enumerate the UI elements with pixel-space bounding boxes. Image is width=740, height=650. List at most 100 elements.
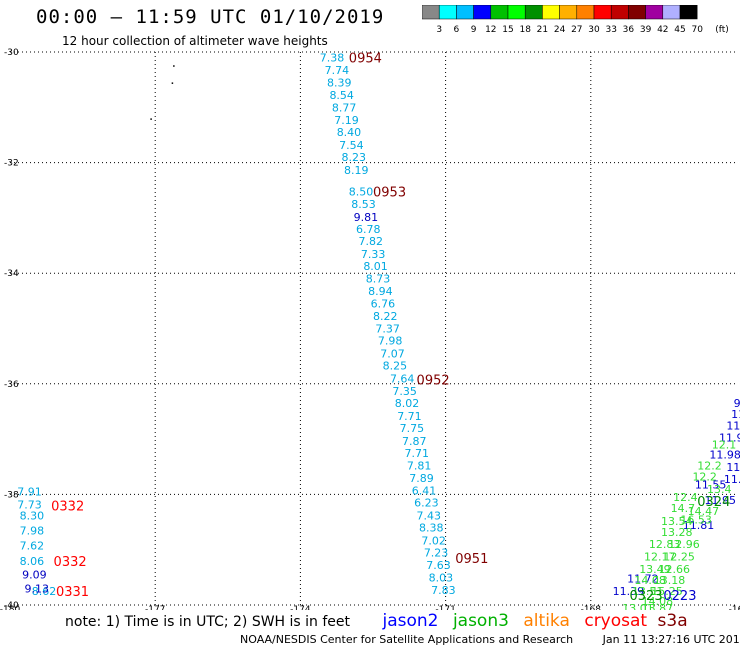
color-scale-label: 12 [485, 25, 496, 35]
wave-height-label: 9.09 [22, 569, 46, 582]
color-scale-label: 18 [519, 25, 531, 35]
wave-height-label: 6.41 [412, 485, 437, 498]
wave-height-label: 8.30 [20, 509, 45, 522]
legend-cryosat: cryosat [584, 611, 648, 631]
wave-height-label: 7.73 [17, 498, 42, 511]
time-label: 0323 [630, 589, 663, 604]
y-tick-label: -30 [4, 48, 19, 58]
wave-height-label: 7.43 [417, 509, 442, 522]
wave-height-label: 7.62 [20, 539, 45, 552]
wave-height-label: 7.37 [375, 323, 400, 336]
x-tick-label: -174 [290, 605, 311, 610]
legend-jason3: jason3 [452, 611, 509, 631]
time-label: 0223 [663, 589, 696, 604]
x-tick-label: -180 [0, 605, 20, 610]
footer-note: note: 1) Time is in UTC; 2) SWH is in fe… [65, 614, 351, 630]
wave-height-label: 12.66 [659, 563, 691, 576]
color-scale-label: 33 [605, 25, 616, 35]
wave-height-label: 9. [734, 397, 740, 410]
wave-height-label: 7.23 [424, 546, 449, 559]
time-label: 0954 [349, 52, 382, 67]
wave-height-label: 11.39 [613, 585, 645, 598]
wave-height-label: 12.17 [644, 550, 676, 563]
wave-height-label: 9.81 [354, 211, 379, 224]
wave-height-label: 12.2 [692, 471, 717, 484]
wave-height-label: 8.54 [329, 89, 354, 102]
color-scale-label: 27 [571, 25, 582, 35]
y-tick-label: -34 [4, 269, 19, 279]
wave-height-label: 8.62 [32, 585, 56, 598]
wave-height-label: 14.47 [688, 505, 720, 518]
wave-height-label: 11.72 [627, 572, 659, 585]
x-tick-label: -177 [145, 605, 165, 610]
color-scale: 3 6 9 12 15 18 21 24 27 30 33 36 39 42 45 70 (ft) [422, 5, 728, 35]
color-scale-label: 21 [537, 25, 548, 35]
color-scale-label: 24 [554, 25, 566, 35]
color-scale-label: 15 [502, 25, 513, 35]
wave-height-label: 7.89 [409, 472, 434, 485]
legend-jason2: jason2 [382, 611, 439, 631]
wave-height-label: 7.74 [325, 64, 350, 77]
wave-height-label: 8.94 [368, 285, 393, 298]
wave-height-label: 13.18 [654, 574, 686, 587]
footer-note-row: note: 1) Time is in UTC; 2) SWH is in fe… [65, 611, 688, 631]
wave-height-label: 7.75 [400, 422, 425, 435]
color-scale-label: 36 [623, 25, 635, 35]
wave-height-label: 7.07 [380, 347, 405, 360]
wave-height-label: 7.91 [17, 486, 42, 499]
wave-height-label: 11.98 [709, 449, 740, 462]
y-tick-label: -32 [4, 159, 19, 169]
color-scale-label: 30 [588, 25, 600, 35]
time-label: 0331 [56, 585, 89, 600]
chart-plot: -180 -177 -174 -171 -168 -16 -30 -32 -34 -36 -38 -4… [0, 48, 740, 610]
wave-height-label: 7.19 [334, 114, 359, 127]
wave-height-label: 11.81 [683, 519, 715, 532]
wave-height-label: 11.55 [695, 478, 727, 491]
wave-height-label: 7.38 [320, 52, 345, 65]
color-scale-label: 9 [471, 25, 477, 35]
wave-height-label: 7.87 [402, 435, 427, 448]
page-title: 00:00 – 11:59 UTC 01/10/2019 [36, 6, 385, 28]
wave-height-label: 8.25 [383, 360, 408, 373]
y-tick-label: -36 [4, 380, 19, 390]
wave-height-label: 14.7 [671, 502, 696, 515]
wave-height-label: 8.23 [342, 151, 367, 164]
wave-height-label: 11.02 [724, 473, 740, 486]
wave-height-label: 9.13 [25, 582, 50, 595]
wave-height-label: 7.64 [390, 372, 415, 385]
wave-height-label: 7.54 [339, 139, 364, 152]
time-label: 0324 [697, 495, 730, 510]
footer-timestamp: Jan 11 13:27:16 UTC 2019 [602, 633, 740, 646]
wave-height-label: 7.35 [392, 385, 417, 398]
legend-s3a: s3a [657, 611, 688, 631]
land-dot [150, 118, 152, 120]
wave-height-label: 13.49 [639, 563, 671, 576]
time-label: 0953 [373, 185, 406, 200]
wave-height-label: 7.71 [404, 447, 429, 460]
wave-height-label: 12.2 [697, 460, 722, 473]
wave-height-label: 11.95 [705, 494, 737, 507]
wave-height-label: 8.22 [373, 310, 398, 323]
footer-credit: NOAA/NESDIS Center for Satellite Applica… [240, 633, 574, 646]
wave-height-label: 13.28 [661, 526, 693, 539]
wave-height-label: 13.54 [661, 515, 693, 528]
color-scale-unit: (ft) [715, 25, 728, 35]
wave-height-label: 8.06 [20, 555, 45, 568]
wave-height-label: 8.50 [349, 185, 374, 198]
wave-height-label: 7.02 [421, 534, 446, 547]
wave-height-label: 11.96 [719, 431, 740, 444]
wave-height-label: 8.77 [332, 101, 357, 114]
wave-height-label: 8.03 [429, 571, 454, 584]
color-scale-label: 39 [640, 25, 652, 35]
wave-height-label: 7.81 [407, 460, 432, 473]
land-dot [171, 82, 174, 84]
color-scale-label: 3 [436, 25, 442, 35]
wave-height-label: 6.23 [414, 497, 439, 510]
wave-height-label: 13.87 [642, 602, 674, 610]
wave-height-label: 8.38 [419, 522, 444, 535]
wave-height-label: 14.08 [634, 574, 666, 587]
color-scale-label: 6 [454, 25, 460, 35]
wave-height-label: 11.35 [726, 419, 740, 432]
land-dot [173, 65, 175, 67]
wave-height-label: 16.53 [680, 513, 712, 526]
